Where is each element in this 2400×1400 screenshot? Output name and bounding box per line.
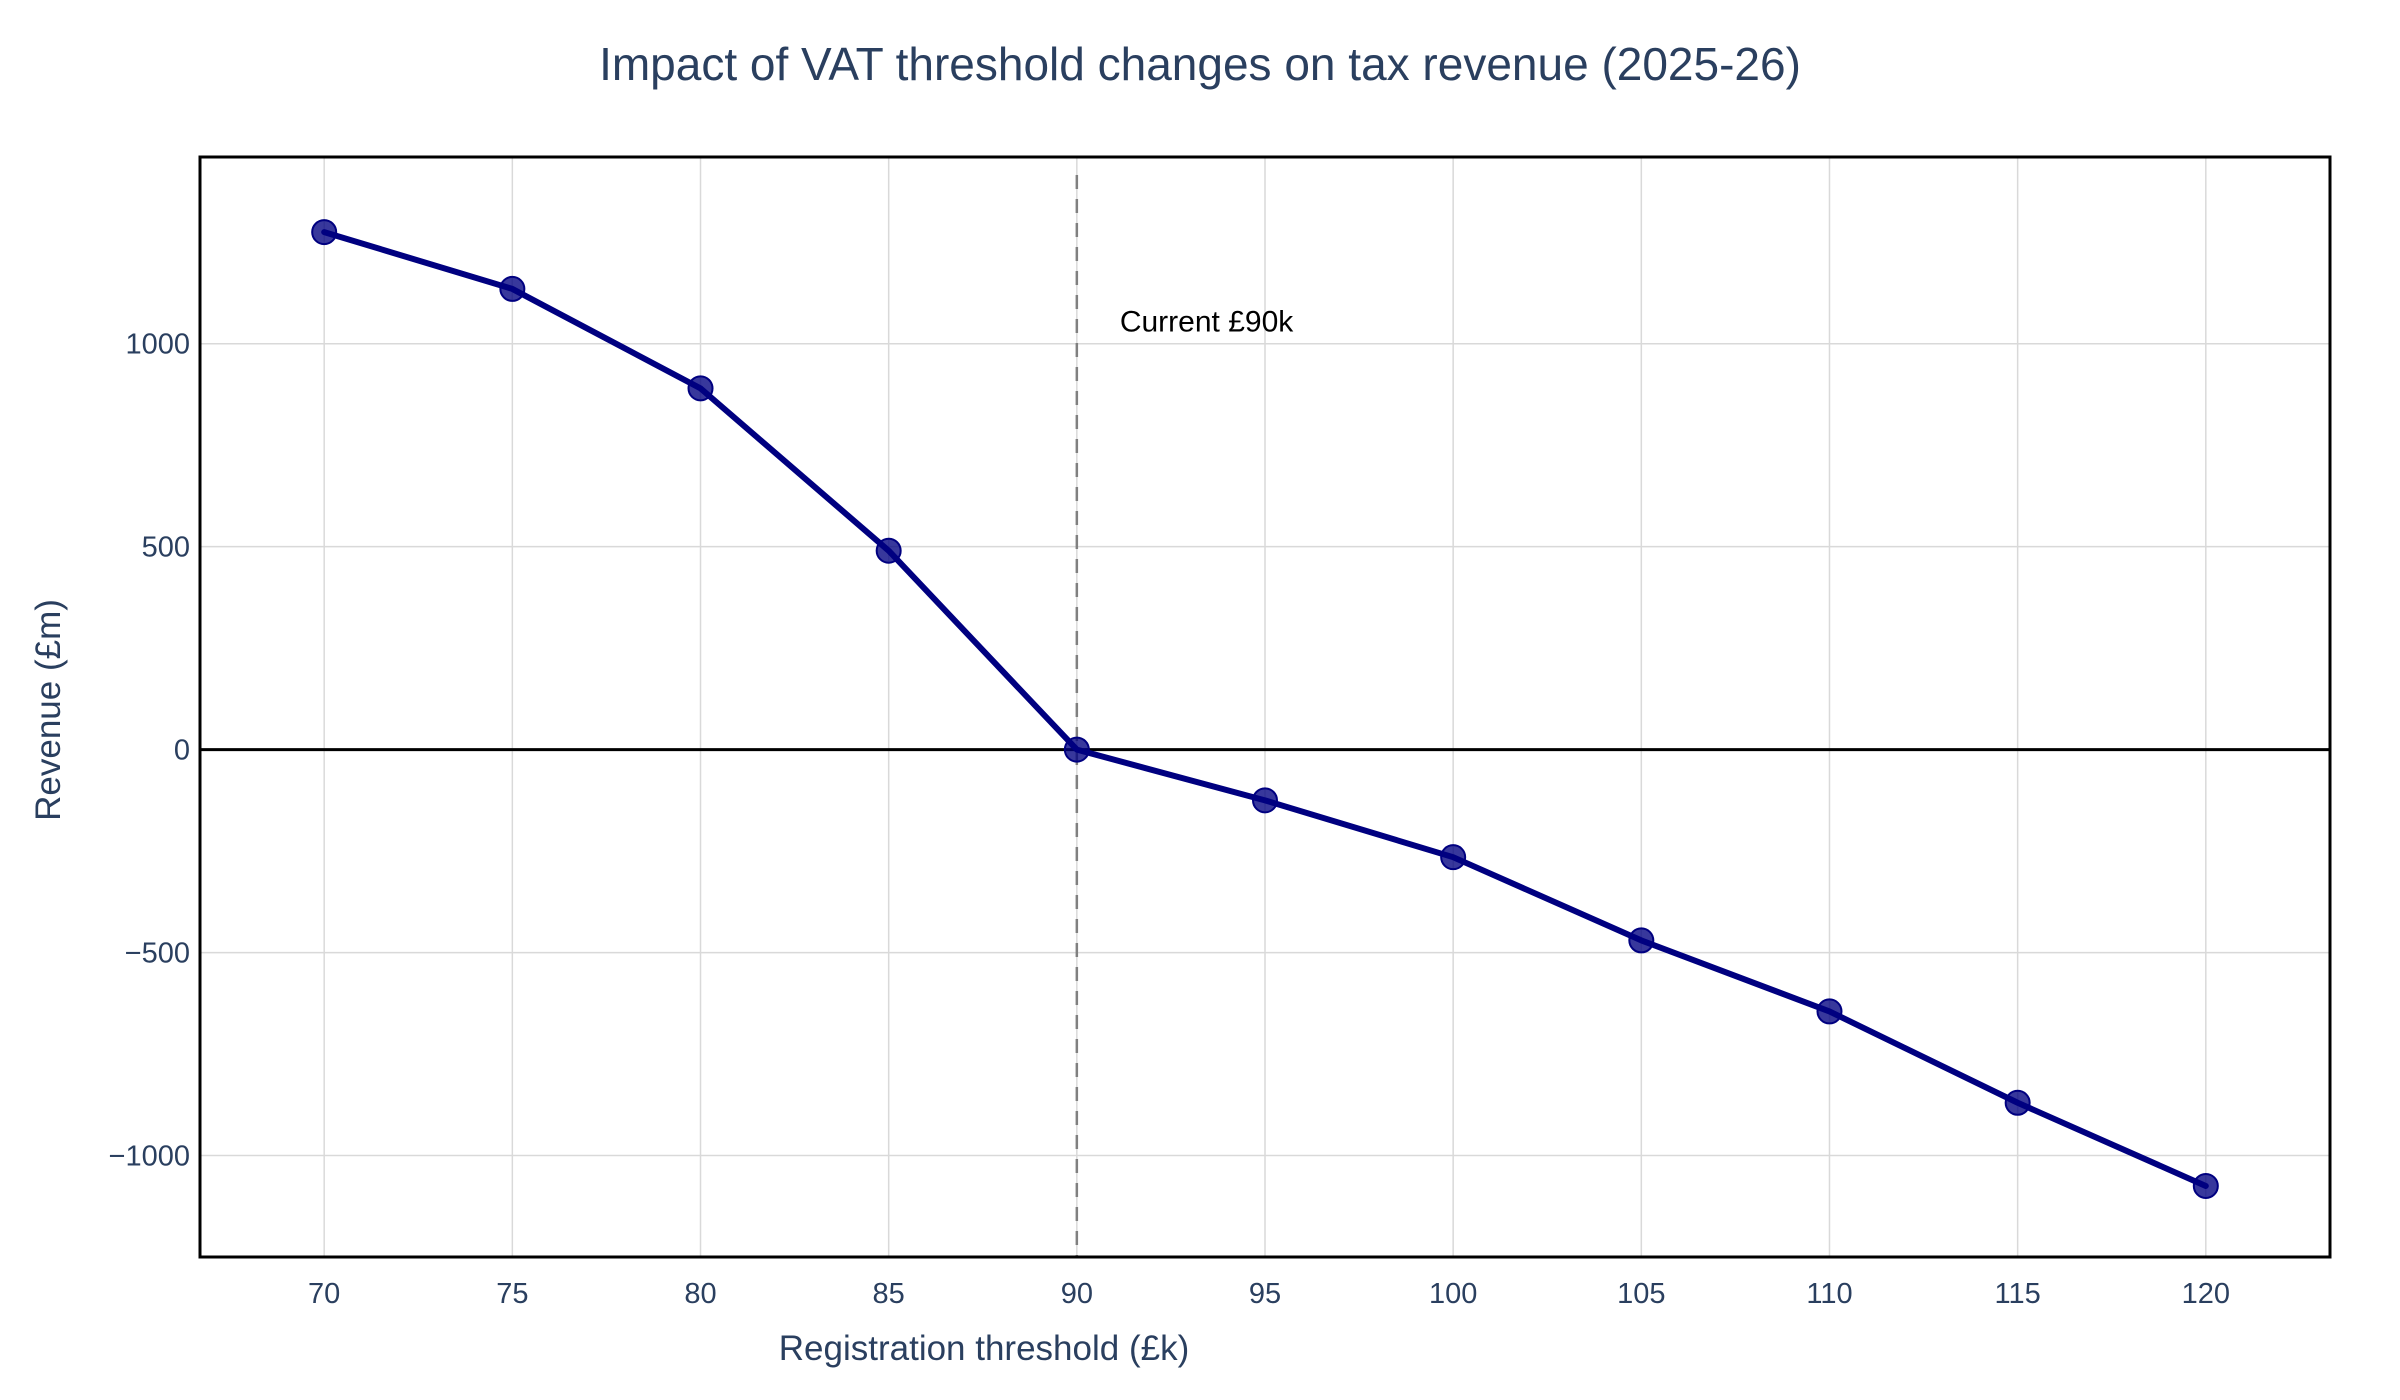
- data-point: [687, 375, 714, 402]
- data-point: [1440, 844, 1467, 871]
- x-axis-title: Registration threshold (£k): [779, 1329, 1189, 1368]
- x-tick-label: 80: [684, 1278, 716, 1310]
- y-tick-label: 0: [174, 735, 190, 767]
- x-tick-label: 70: [308, 1278, 340, 1310]
- y-tick-label: −1000: [109, 1141, 190, 1173]
- chart-title: Impact of VAT threshold changes on tax r…: [599, 38, 1801, 90]
- data-point: [1816, 998, 1843, 1025]
- data-point: [2004, 1089, 2031, 1116]
- plot-border: [198, 155, 2332, 1259]
- x-tick-label: 110: [1806, 1278, 1852, 1310]
- data-point: [499, 275, 526, 302]
- x-tick-label: 85: [873, 1278, 905, 1310]
- data-point: [875, 537, 902, 564]
- data-point: [311, 219, 338, 246]
- x-tick-label: 100: [1429, 1278, 1477, 1310]
- x-tick-label: 75: [496, 1278, 528, 1310]
- y-axis-title: Revenue (£m): [29, 599, 68, 821]
- annotation-label: Current £90k: [1120, 305, 1294, 338]
- y-tick-label: 500: [142, 532, 190, 564]
- data-point: [1628, 927, 1655, 954]
- x-tick-label: 115: [1995, 1278, 2041, 1310]
- data-point: [2192, 1172, 2219, 1199]
- x-tick-label: 120: [2182, 1278, 2230, 1310]
- y-tick-label: −500: [125, 938, 190, 970]
- y-tick-label: 1000: [125, 329, 190, 361]
- x-tick-label: 90: [1061, 1278, 1093, 1310]
- plot-area: 70 75 80 85 90 95 100 105 110 115 120 −1000 −500 0 500…: [109, 155, 2332, 1310]
- data-point: [1252, 787, 1278, 814]
- x-tick-label: 95: [1249, 1278, 1281, 1310]
- data-point: [1063, 736, 1090, 763]
- x-tick-label: 105: [1617, 1278, 1665, 1310]
